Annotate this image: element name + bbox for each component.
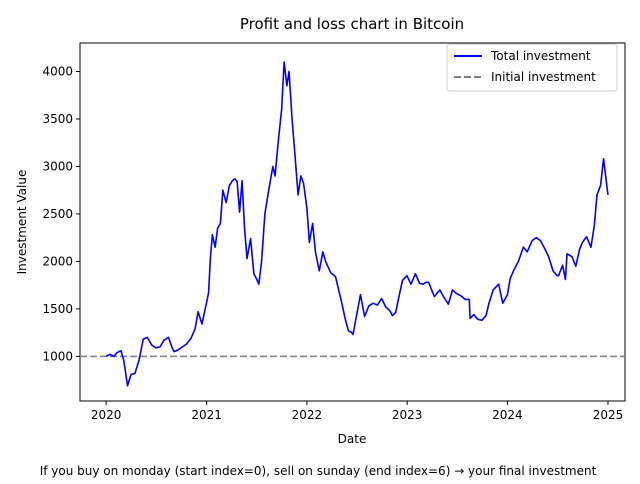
y-tick-label: 2000 — [42, 254, 73, 268]
y-ticks: 1000 1500 2000 2500 3000 3500 4000 — [42, 64, 80, 363]
y-axis-label: Investment Value — [15, 170, 29, 275]
x-tick-label: 2022 — [292, 408, 323, 422]
x-tick-label: 2020 — [91, 408, 122, 422]
legend: Total investment Initial investment — [446, 43, 618, 92]
x-tick-label: 2021 — [191, 408, 222, 422]
series-total-investment-line — [105, 61, 609, 387]
y-tick-label: 1500 — [42, 302, 73, 316]
y-tick-label: 2500 — [42, 207, 73, 221]
legend-box — [446, 43, 618, 92]
x-tick-label: 2025 — [593, 408, 624, 422]
x-tick-label: 2024 — [492, 408, 523, 422]
x-tick-label: 2023 — [392, 408, 423, 422]
y-tick-label: 1000 — [42, 349, 73, 363]
chart-caption: If you buy on monday (start index=0), se… — [40, 464, 597, 478]
legend-label-initial-investment: Initial investment — [491, 70, 596, 84]
x-ticks: 2020 2021 2022 2023 2024 2025 — [91, 401, 623, 422]
plot-area: 2020 2021 2022 2023 2024 2025 1000 1500 2000 250… — [42, 42, 626, 422]
series-layer — [105, 61, 609, 387]
y-tick-label: 3000 — [42, 159, 73, 173]
legend-label-total-investment: Total investment — [490, 49, 591, 63]
x-axis-label: Date — [338, 432, 367, 446]
y-tick-label: 4000 — [42, 64, 73, 78]
axes-frame — [79, 42, 626, 402]
chart-title: Profit and loss chart in Bitcoin — [240, 15, 464, 33]
y-tick-label: 3500 — [42, 112, 73, 126]
